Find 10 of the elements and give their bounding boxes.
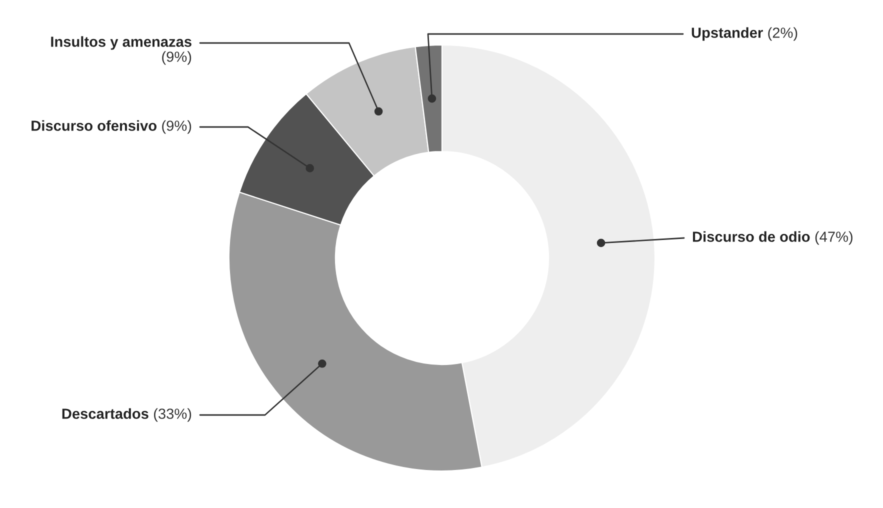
data-label: (9%): [162, 51, 192, 65]
data-label: (9%): [162, 120, 192, 134]
data-label: (2%): [768, 27, 798, 41]
slice-label: Insultos y amenazas: [51, 36, 192, 50]
slice-label: Upstander: [692, 27, 763, 41]
data-label: (47%): [815, 231, 852, 245]
slice-label: Discurso de odio: [692, 231, 810, 242]
slice-label: Descartados: [62, 408, 148, 419]
data-label: (33%): [154, 408, 192, 422]
slice-label: Discurso ofensivo: [32, 120, 156, 131]
